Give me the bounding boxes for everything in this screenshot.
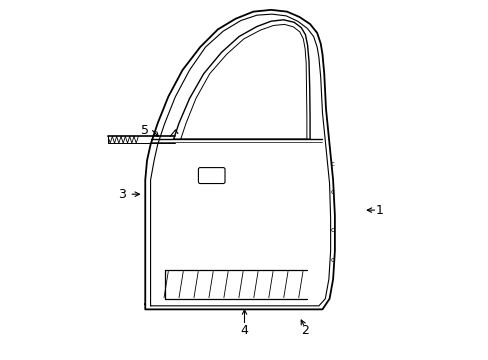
Text: 4: 4 bbox=[240, 324, 248, 337]
Text: c: c bbox=[330, 189, 334, 195]
Text: 3: 3 bbox=[118, 188, 126, 201]
Text: 2: 2 bbox=[300, 324, 308, 337]
Text: 5: 5 bbox=[141, 124, 149, 137]
Text: c: c bbox=[330, 227, 334, 233]
Text: c: c bbox=[330, 257, 334, 263]
Text: 1: 1 bbox=[374, 204, 382, 217]
Text: c: c bbox=[330, 161, 334, 167]
